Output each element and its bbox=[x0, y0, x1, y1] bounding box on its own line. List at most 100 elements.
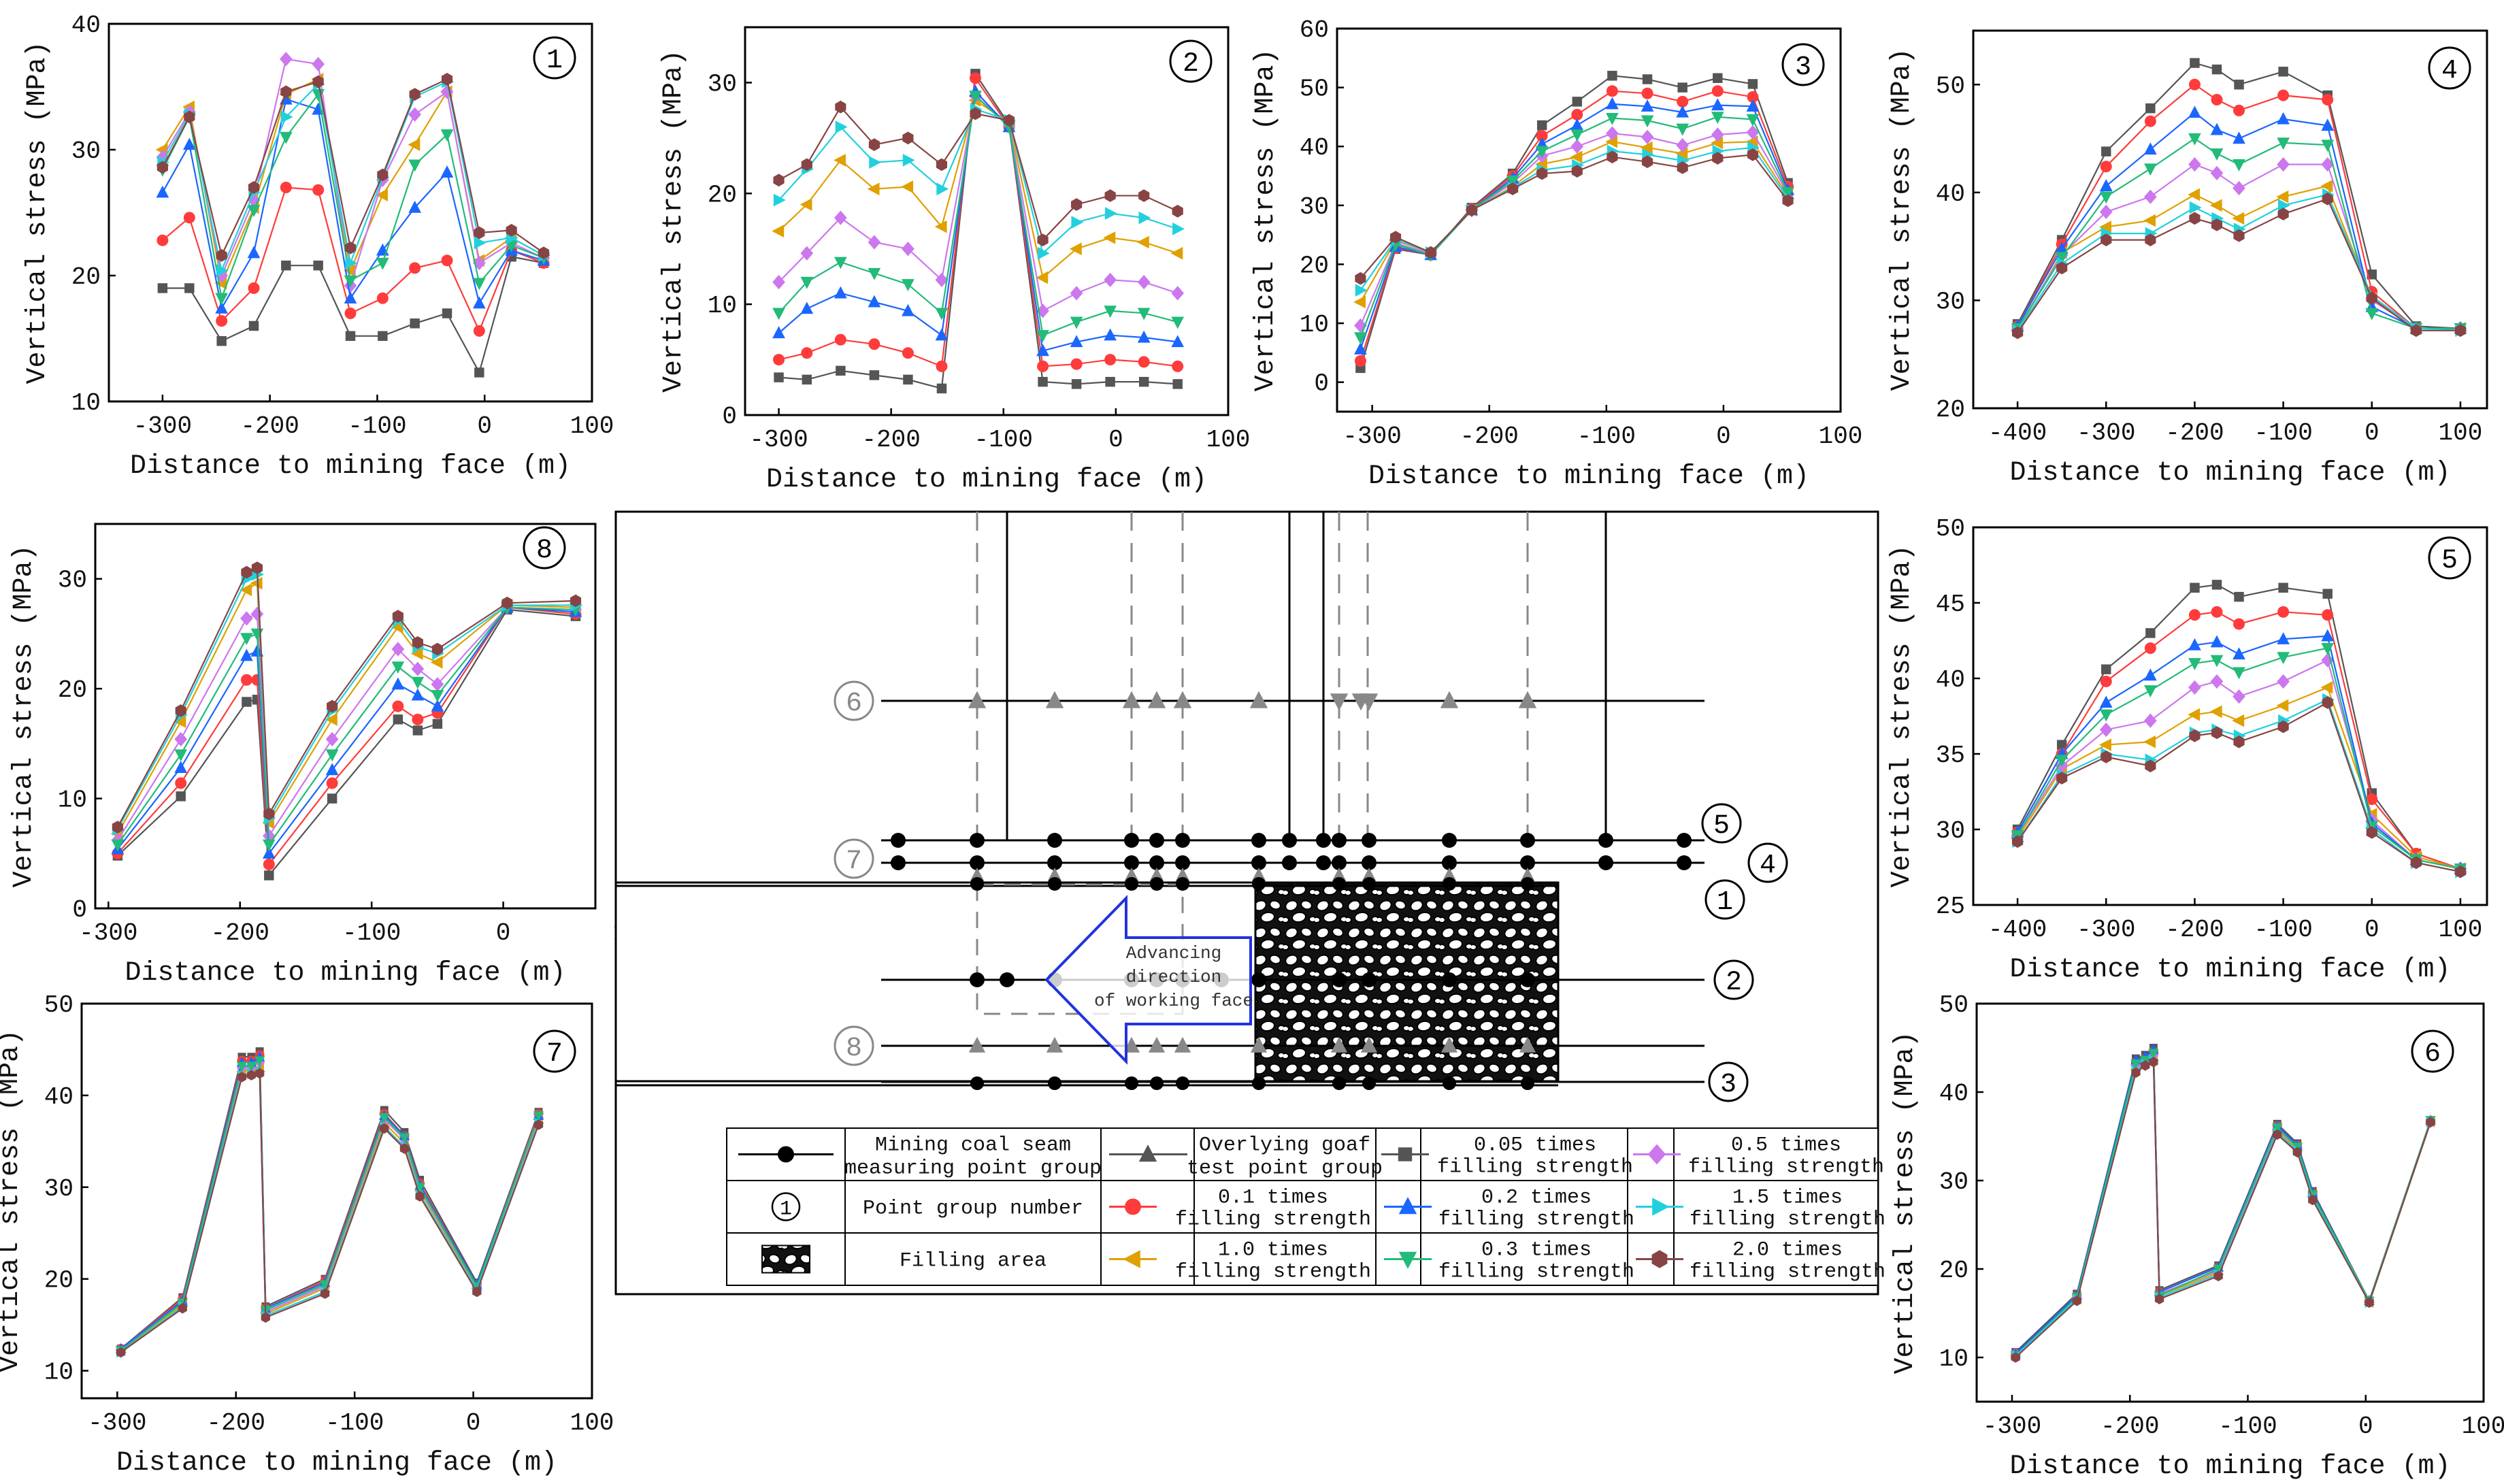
data-point bbox=[410, 647, 423, 660]
measuring-point bbox=[1332, 972, 1347, 987]
data-point bbox=[2277, 137, 2290, 150]
x-tick-label: 100 bbox=[1819, 423, 1863, 450]
data-point bbox=[901, 180, 914, 193]
data-point bbox=[2188, 157, 2201, 172]
legend-label: 0.05 times bbox=[1474, 1134, 1596, 1157]
legend-number-symbol-label: 1 bbox=[780, 1198, 792, 1221]
data-point bbox=[1506, 175, 1519, 188]
test-point bbox=[1045, 691, 1064, 708]
x-tick-label: -200 bbox=[861, 426, 920, 454]
test-point bbox=[1046, 1036, 1064, 1053]
x-tick-label: -200 bbox=[207, 1409, 265, 1437]
data-point bbox=[1782, 194, 1794, 208]
data-point bbox=[1137, 274, 1151, 290]
data-point bbox=[2277, 720, 2289, 733]
test-point bbox=[1250, 1036, 1268, 1053]
legend-symbol bbox=[1398, 1251, 1417, 1269]
legend-label: filling strength bbox=[1438, 1261, 1634, 1284]
series-6 bbox=[2010, 1049, 2436, 1362]
series-line bbox=[2015, 1048, 2432, 1355]
legend-symbol bbox=[1125, 1198, 1141, 1215]
data-point bbox=[1641, 99, 1654, 112]
data-point bbox=[800, 198, 812, 211]
data-point bbox=[2320, 680, 2333, 694]
group-number-circle bbox=[1701, 803, 1742, 844]
data-point bbox=[2454, 865, 2467, 878]
y-tick-label: 40 bbox=[1300, 134, 1329, 162]
series-line bbox=[2017, 112, 2460, 329]
data-point bbox=[2321, 629, 2335, 642]
data-point bbox=[2210, 635, 2224, 648]
data-point bbox=[246, 1061, 257, 1072]
y-tick-label: 20 bbox=[1936, 396, 1965, 424]
test-point bbox=[1440, 1036, 1458, 1053]
x-tick-label: 0 bbox=[496, 919, 511, 947]
data-point bbox=[1069, 242, 1082, 256]
legend-label: 1.5 times bbox=[1732, 1187, 1843, 1210]
measuring-point bbox=[1362, 855, 1377, 870]
data-point bbox=[902, 242, 915, 257]
data-point bbox=[215, 301, 229, 314]
test-point bbox=[1518, 691, 1537, 708]
data-point bbox=[1137, 308, 1151, 320]
data-point bbox=[834, 333, 846, 346]
data-point bbox=[1711, 85, 1724, 97]
series-8 bbox=[2011, 696, 2467, 878]
y-tick-label: 10 bbox=[1300, 311, 1329, 339]
chart-number-label: 6 bbox=[2424, 1039, 2441, 1070]
data-point bbox=[2189, 729, 2201, 742]
chart-number-label: 2 bbox=[1183, 49, 1199, 80]
data-point bbox=[378, 331, 388, 342]
series-line bbox=[2017, 193, 2461, 331]
data-point bbox=[2188, 638, 2201, 650]
data-point bbox=[2101, 664, 2111, 674]
series-2 bbox=[773, 72, 1184, 372]
series-2 bbox=[2011, 78, 2467, 335]
data-point bbox=[251, 561, 263, 574]
measuring-point bbox=[1598, 855, 1613, 870]
measuring-point bbox=[1677, 833, 1692, 848]
data-point bbox=[2233, 180, 2245, 196]
data-point bbox=[415, 1191, 425, 1202]
data-point bbox=[1353, 295, 1366, 309]
data-point bbox=[250, 628, 264, 641]
data-point bbox=[241, 565, 252, 579]
data-point bbox=[1172, 379, 1183, 389]
data-point bbox=[409, 262, 421, 274]
x-tick-label: -400 bbox=[1988, 916, 2047, 944]
x-tick-label: 100 bbox=[2462, 1413, 2504, 1440]
data-point bbox=[1605, 135, 1618, 148]
measuring-point bbox=[1125, 877, 1138, 891]
data-point bbox=[1355, 271, 1366, 285]
data-point bbox=[1037, 233, 1049, 247]
data-point bbox=[772, 225, 785, 238]
test-point bbox=[1519, 1036, 1536, 1053]
data-point bbox=[2100, 161, 2112, 173]
data-point bbox=[262, 846, 276, 859]
x-tick-label: 100 bbox=[570, 412, 614, 440]
data-point bbox=[1070, 316, 1083, 329]
data-point bbox=[801, 347, 813, 359]
data-point bbox=[176, 791, 186, 802]
data-point bbox=[2277, 89, 2290, 101]
data-point bbox=[2410, 324, 2422, 337]
data-point bbox=[836, 365, 846, 376]
data-point bbox=[408, 138, 421, 151]
series-5 bbox=[772, 84, 1185, 357]
data-point bbox=[834, 154, 846, 167]
data-point bbox=[2099, 722, 2113, 738]
data-point bbox=[773, 193, 786, 207]
data-point bbox=[2143, 685, 2157, 697]
data-point bbox=[393, 714, 403, 725]
data-point bbox=[835, 100, 846, 114]
data-point bbox=[2072, 1296, 2081, 1306]
data-point bbox=[2190, 582, 2200, 593]
data-point bbox=[343, 264, 356, 277]
series-8 bbox=[116, 1068, 544, 1358]
data-point bbox=[1677, 161, 1688, 174]
data-point bbox=[246, 1070, 257, 1081]
chart-6: -300 -200 -100 0 100 10 20 30 40 50 Distance to mi… bbox=[1890, 991, 2504, 1482]
x-tick-label: 100 bbox=[570, 1409, 614, 1437]
data-point bbox=[408, 107, 422, 122]
x-tick-label: -100 bbox=[1577, 423, 1636, 450]
